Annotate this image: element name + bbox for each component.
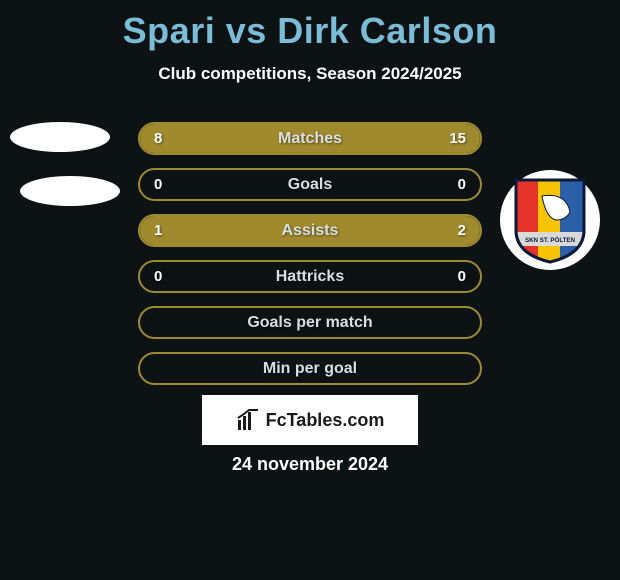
bar-value-right: 0 [458, 176, 466, 193]
right-club-badge: SKN ST. PÖLTEN [500, 170, 600, 270]
left-badge-placeholder-2 [20, 176, 120, 206]
bar-value-right: 0 [458, 268, 466, 285]
date-label: 24 november 2024 [0, 454, 620, 475]
comparison-bars: 8 15 Matches 0 0 Goals 1 2 Assists 0 0 Hattricks Goa… [138, 122, 482, 398]
stat-bar-hattricks: 0 0 Hattricks [138, 260, 482, 293]
bar-label: Min per goal [263, 360, 357, 378]
bar-value-right: 2 [458, 222, 466, 239]
bar-label: Assists [282, 222, 339, 240]
bar-label: Matches [278, 130, 342, 148]
bar-label: Goals [288, 176, 332, 194]
watermark-icon [236, 408, 260, 432]
bar-value-right: 15 [449, 130, 466, 147]
club-crest-icon: SKN ST. PÖLTEN [512, 176, 588, 264]
watermark: FcTables.com [202, 395, 418, 445]
bar-value-left: 1 [154, 222, 162, 239]
stat-bar-matches: 8 15 Matches [138, 122, 482, 155]
bar-label: Hattricks [276, 268, 344, 286]
subtitle: Club competitions, Season 2024/2025 [0, 64, 620, 84]
bar-value-left: 0 [154, 268, 162, 285]
bar-value-left: 8 [154, 130, 162, 147]
bar-label: Goals per match [247, 314, 372, 332]
page-title: Spari vs Dirk Carlson [0, 0, 620, 52]
watermark-text: FcTables.com [266, 410, 385, 431]
left-badge-placeholder-1 [10, 122, 110, 152]
bar-value-left: 0 [154, 176, 162, 193]
stat-bar-goals: 0 0 Goals [138, 168, 482, 201]
stat-bar-goals-per-match: Goals per match [138, 306, 482, 339]
stat-bar-min-per-goal: Min per goal [138, 352, 482, 385]
stat-bar-assists: 1 2 Assists [138, 214, 482, 247]
svg-text:SKN ST. PÖLTEN: SKN ST. PÖLTEN [525, 237, 576, 244]
